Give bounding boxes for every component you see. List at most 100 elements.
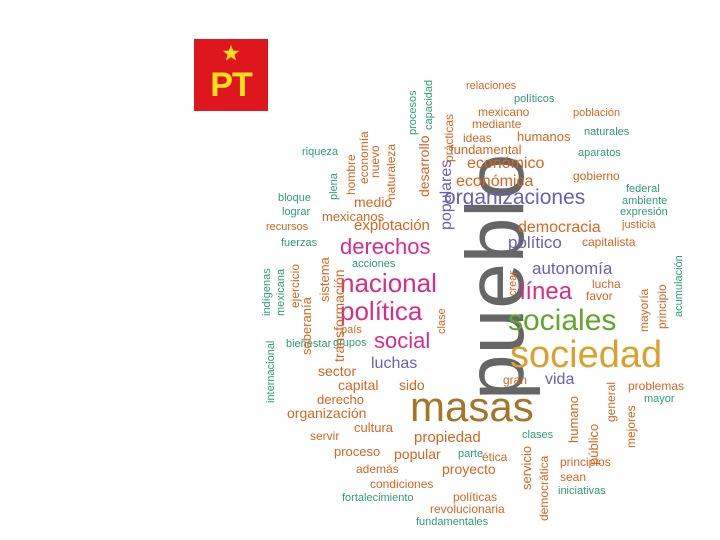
word-servir: servir bbox=[310, 429, 340, 443]
word-lograr: lograr bbox=[282, 206, 311, 218]
word-humanos: humanos bbox=[517, 129, 571, 144]
word-clases: clases bbox=[522, 429, 554, 441]
word-derechos: derechos bbox=[340, 234, 431, 259]
word-fortalecimiento: fortalecimiento bbox=[342, 492, 414, 504]
word-democratica: democrática bbox=[537, 455, 551, 521]
word-condiciones: condiciones bbox=[370, 477, 434, 491]
word-bienestar: bienestar bbox=[286, 338, 332, 350]
word-capacidad: capacidad bbox=[423, 79, 435, 130]
word-politicos: políticos bbox=[514, 93, 555, 105]
word-federal: federal bbox=[626, 183, 660, 195]
word-acciones: acciones bbox=[352, 258, 396, 270]
word-sector: sector bbox=[318, 363, 357, 379]
word-mayoria: mayoría bbox=[637, 288, 651, 332]
word-ambiente: ambiente bbox=[622, 195, 668, 207]
word-explotacion: explotación bbox=[354, 217, 430, 234]
word-fundamentales: fundamentales bbox=[416, 516, 489, 528]
word-indigenas: indígenas bbox=[261, 268, 273, 316]
word-lucha: lucha bbox=[592, 277, 621, 291]
word-organizaciones: organizaciones bbox=[444, 186, 586, 209]
word-economica: económica bbox=[456, 173, 534, 190]
word-naturaleza: naturaleza bbox=[384, 143, 398, 200]
word-practicas: prácticas bbox=[442, 113, 456, 162]
word-politica: política bbox=[340, 296, 423, 326]
star-icon bbox=[222, 44, 240, 61]
word-propiedad: propiedad bbox=[414, 429, 481, 446]
word-democracia: democracia bbox=[518, 219, 601, 236]
word-fuerzas: fuerzas bbox=[281, 237, 318, 249]
word-masas: masas bbox=[410, 383, 534, 430]
word-sistema: sistema bbox=[317, 257, 332, 302]
word-parte: parte bbox=[458, 448, 484, 460]
word-mexicano: mexicano bbox=[478, 105, 530, 119]
word-economico: económico bbox=[467, 155, 545, 172]
word-mexicanos: mexicanos bbox=[322, 209, 385, 224]
word-linea: línea bbox=[520, 278, 573, 305]
word-general: general bbox=[604, 381, 618, 422]
word-ademas: además bbox=[356, 462, 399, 476]
word-recursos: recursos bbox=[266, 221, 309, 233]
word-capital: capital bbox=[338, 377, 379, 393]
word-problemas: problemas bbox=[628, 379, 685, 393]
party-logo: PT bbox=[194, 39, 268, 111]
word-autonomia: autonomía bbox=[532, 259, 613, 278]
word-procesos: procesos bbox=[407, 90, 419, 135]
word-nuevo: nuevo bbox=[368, 145, 382, 178]
word-servicio: servicio bbox=[519, 445, 534, 490]
word-mayor: mayor bbox=[644, 393, 675, 405]
word-riqueza: riqueza bbox=[302, 146, 339, 158]
word-sociales: sociales bbox=[508, 304, 617, 337]
word-naturales: naturales bbox=[584, 126, 630, 138]
word-sido: sido bbox=[399, 377, 425, 393]
word-internacional: internacional bbox=[265, 340, 277, 403]
word-luchas: luchas bbox=[371, 355, 418, 372]
word-grupos: grupos bbox=[333, 337, 367, 349]
word-favor: favor bbox=[586, 289, 613, 303]
word-nacional: nacional bbox=[340, 268, 437, 298]
word-clase: clase bbox=[436, 308, 448, 334]
word-hombre: hombre bbox=[344, 154, 358, 195]
word-bloque: bloque bbox=[278, 192, 312, 204]
word-gobierno: gobierno bbox=[573, 169, 620, 183]
word-derecho: derecho bbox=[317, 392, 364, 407]
word-organizacion: organización bbox=[287, 405, 367, 421]
word-popular: popular bbox=[394, 446, 441, 462]
word-politicas: políticas bbox=[453, 490, 498, 504]
word-plena: plena bbox=[328, 173, 340, 200]
word-social: social bbox=[374, 328, 431, 353]
word-ejercicio: ejercicio bbox=[288, 263, 302, 308]
word-principios: principios bbox=[560, 455, 611, 469]
word-principio: principio bbox=[655, 284, 669, 329]
word-aparatos: aparatos bbox=[578, 147, 621, 159]
word-justicia: justicia bbox=[622, 219, 656, 231]
word-mexicana: mexicana bbox=[275, 268, 287, 316]
word-sean: sean bbox=[560, 470, 587, 484]
word-fundamental: fundamental bbox=[450, 142, 522, 157]
word-etica: ética bbox=[482, 450, 508, 464]
word-acumulacion: acumulación bbox=[673, 255, 685, 317]
word-mediante: mediante bbox=[472, 117, 522, 131]
word-ideas: ideas bbox=[463, 131, 492, 145]
word-proyecto: proyecto bbox=[442, 461, 496, 477]
word-publico: público bbox=[586, 423, 601, 465]
word-crear: crear bbox=[507, 270, 519, 296]
word-vida: vida bbox=[545, 371, 575, 388]
word-transformacion: transformación bbox=[331, 269, 347, 362]
word-medio: medio bbox=[354, 194, 393, 210]
word-relaciones: relaciones bbox=[466, 80, 517, 92]
word-cultura: cultura bbox=[354, 420, 394, 435]
word-gran: gran bbox=[503, 373, 528, 387]
logo-text: PT bbox=[210, 66, 252, 104]
word-politico: político bbox=[508, 233, 562, 252]
word-proceso: proceso bbox=[334, 444, 381, 459]
word-revolucionaria: revolucionaria bbox=[430, 502, 505, 516]
word-expresion: expresión bbox=[620, 206, 668, 218]
word-desarrollo: desarrollo bbox=[416, 135, 432, 197]
word-pais: país bbox=[341, 324, 362, 336]
word-iniciativas: iniciativas bbox=[558, 485, 606, 497]
word-poblacion: población bbox=[573, 107, 621, 119]
word-humano: humano bbox=[566, 396, 581, 443]
word-sociedad: sociedad bbox=[510, 334, 663, 376]
word-capitalista: capitalista bbox=[582, 235, 636, 249]
